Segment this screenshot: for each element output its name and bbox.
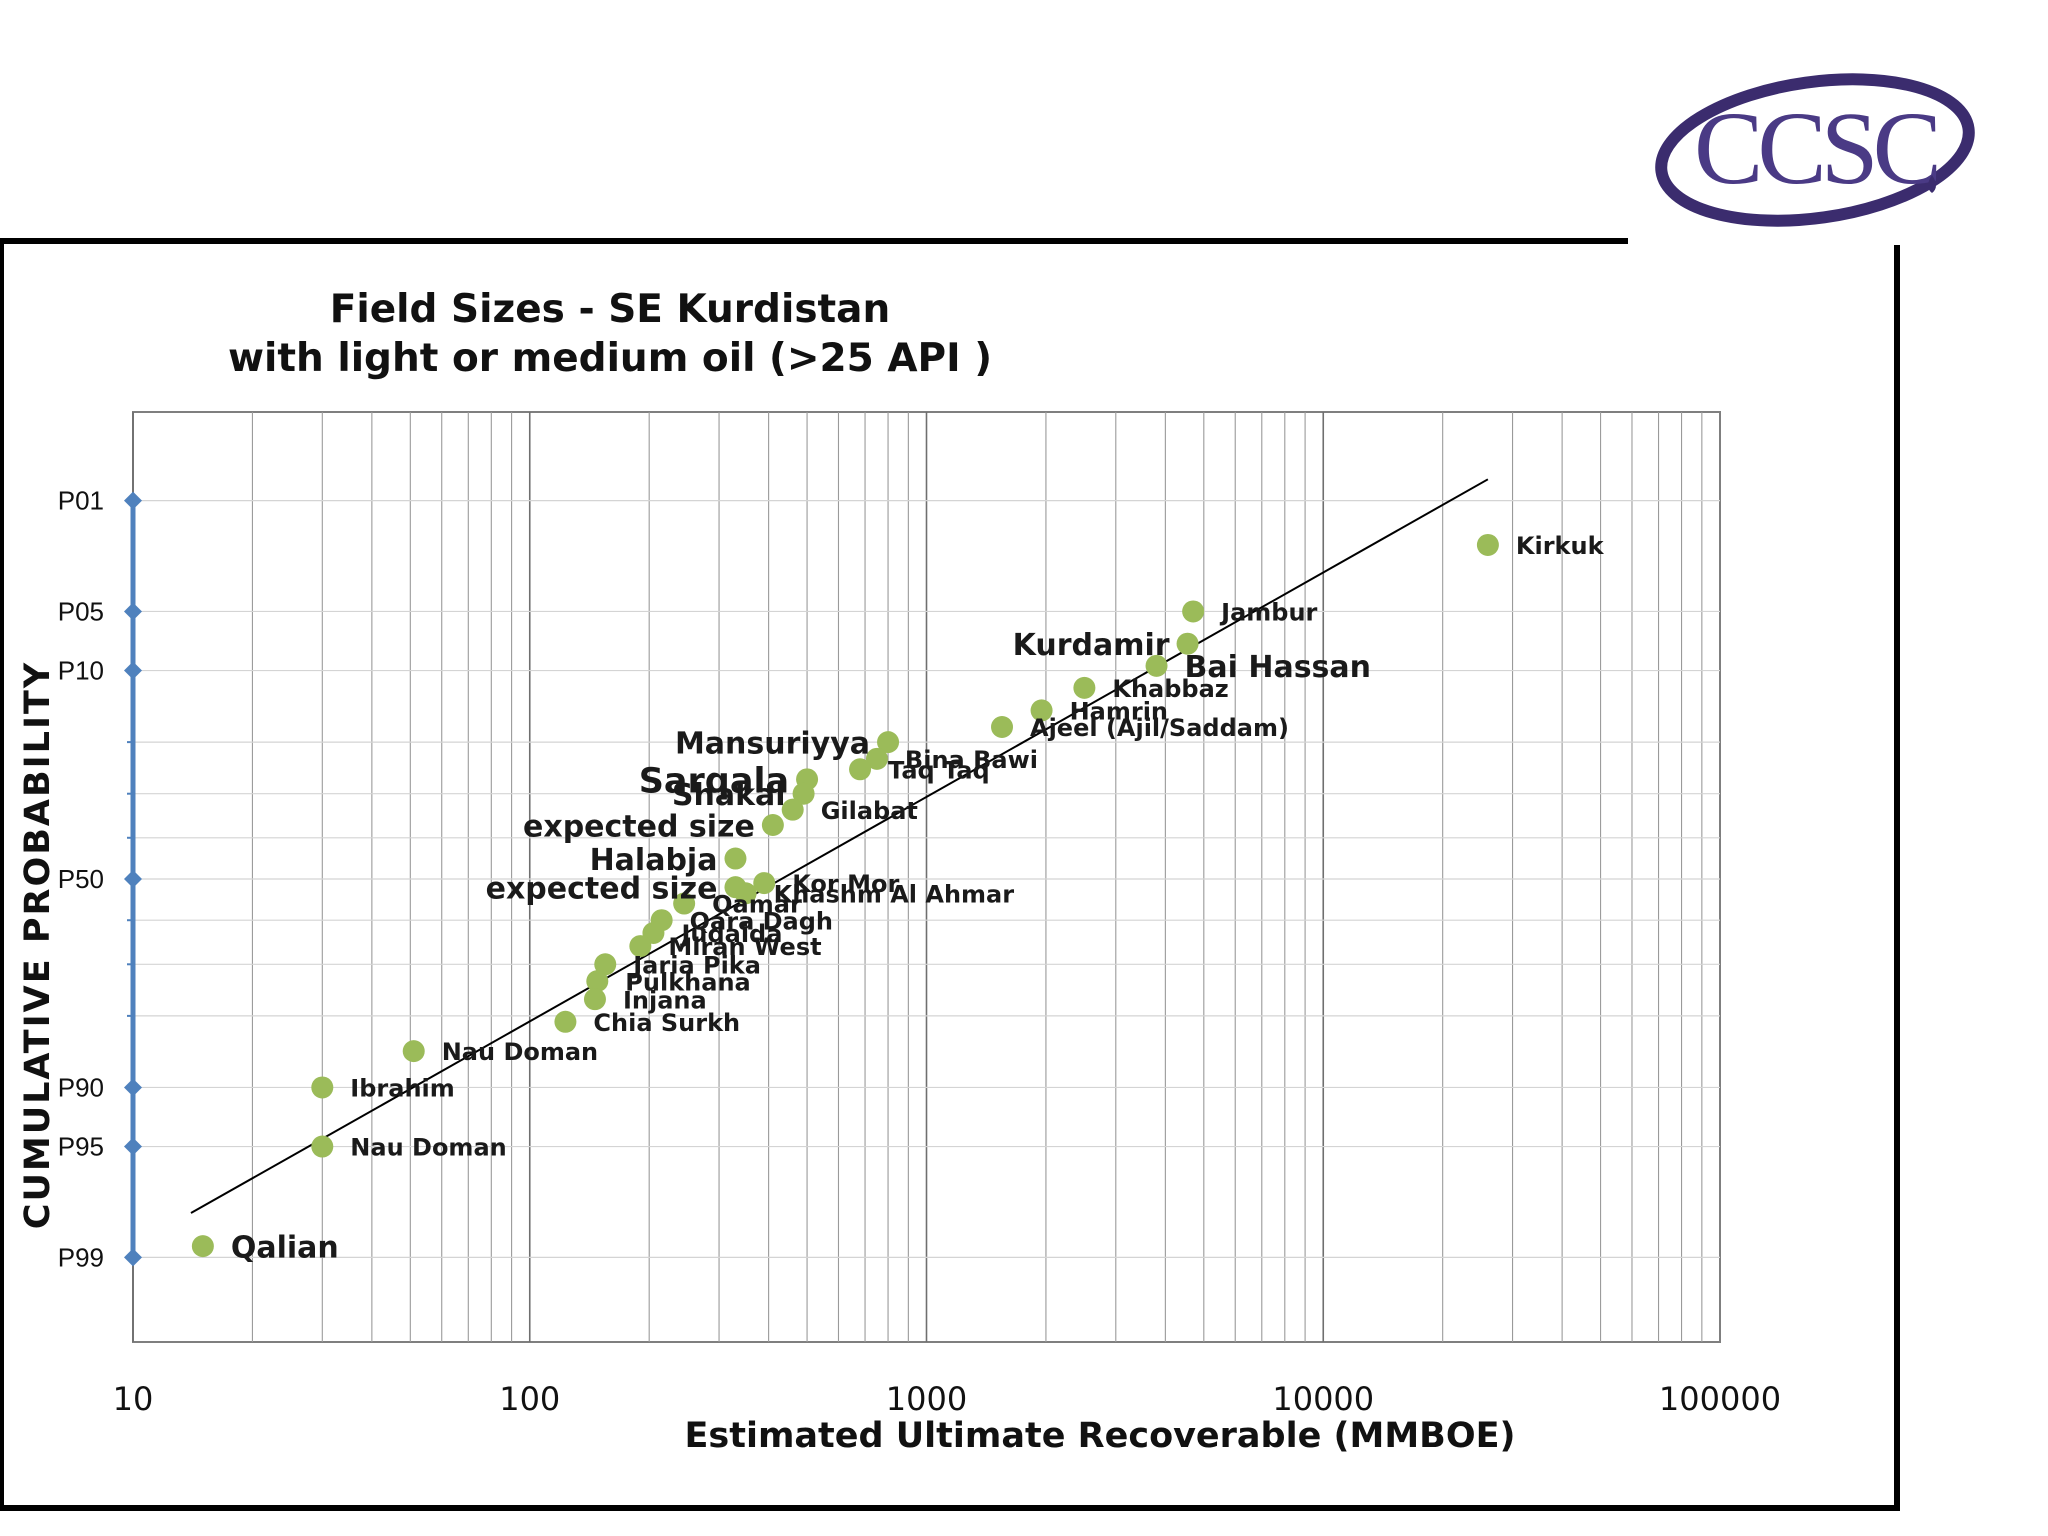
x-tick-label: 10 [113,1380,154,1418]
data-point [554,1010,577,1033]
point-label: Mansuriyya [675,727,870,762]
x-grid [132,412,1703,1342]
data-point [849,758,872,781]
data-point [629,935,652,958]
y-tick-label: P95 [58,1132,104,1162]
point-label: Bina Bawi [905,746,1038,774]
point-label: Khabbaz [1112,675,1228,703]
slide-frame-right [1894,245,1900,1511]
slide-frame-bottom [0,1505,1900,1511]
data-point [1145,654,1168,677]
data-point [583,988,606,1011]
point-label: Qara Dagh [690,907,833,935]
point-label: Khashm Al Ahmar [774,880,1015,908]
y-axis-diamond-marker [124,870,142,888]
point-label: Kurdamir [1013,628,1170,663]
data-point [877,731,900,754]
y-axis-diamond-marker [124,1248,142,1267]
data-point [991,715,1014,738]
point-label: Ajeel (Ajil/Saddam) [1030,714,1289,742]
y-tick-label: P01 [58,486,104,516]
point-label: Kirkuk [1516,532,1605,560]
y-tick-label: P90 [58,1072,104,1102]
x-tick-label: 100000 [1659,1380,1781,1418]
point-label: Injana [623,986,707,1014]
point-label: expected size [523,809,755,844]
point-label: Qamar [712,891,802,919]
y-tick-labels: P01 P05 P10 P50 P90 P95 P99 [58,486,104,1273]
point-label: Shakal [672,778,786,813]
data-point [1182,600,1205,623]
ccsc-logo: CCSC [1650,55,1980,245]
y-grid [133,500,1720,1258]
data-point [402,1040,425,1063]
x-tick-labels: 10 100 1000 10000 100000 [113,1380,1781,1418]
data-point [1030,699,1053,722]
point-label: Nau Doman [350,1134,506,1162]
y-tick-label: P10 [58,656,104,686]
y-tick-label: P99 [58,1242,104,1272]
y-axis-diamond-marker [124,1078,142,1097]
point-label: Bai Hassan [1185,650,1372,685]
y-axis-markers [124,491,142,1267]
y-axis-label: CUMULATIVE PROBABILITY [18,660,58,1230]
slide-frame-top [0,238,1628,244]
data-point [586,970,609,993]
y-tick-label: P50 [58,864,104,894]
point-label: Pulkhana [625,968,750,996]
data-point [781,798,804,821]
y-axis-diamond-marker [124,602,142,621]
data-point [753,872,776,895]
point-label: Judaida [679,920,782,948]
data-point [673,892,696,915]
data-point [311,1076,334,1099]
chart-title-line-1: Field Sizes - SE Kurdistan [329,287,891,332]
data-point [865,747,888,770]
point-labels: Kirkuk Jambur Kurdamir Bai HassanKhabbazHam… [231,532,1605,1265]
trend-line [190,478,1489,1214]
y-axis-diamond-marker [124,1137,142,1156]
chart-title-line-2: with light or medium oil (>25 API ) [227,336,993,381]
y-axis-diamond-marker [124,661,142,680]
point-label: expected size [486,872,718,907]
y-axis-diamond-marker [124,491,142,510]
data-point [724,847,747,870]
point-label: Taq Taq [888,756,990,784]
logo-swoosh [1655,73,1975,227]
point-label: Kor Mor [792,870,899,898]
data-point [1476,533,1499,556]
data-point [734,882,757,905]
point-label: Chia Surkh [593,1009,740,1037]
chart-title: Field Sizes - SE Kurdistan with light or… [150,285,1070,383]
point-label: Halabja [590,843,718,878]
slide-frame-left [0,238,4,1511]
point-label: Hamrin [1070,698,1168,726]
logo-drop-icon [1928,175,1936,193]
x-tick-label: 1000 [886,1380,967,1418]
y-tick-label: P05 [58,596,104,626]
point-label: Ibrahim [350,1075,454,1103]
data-point [1176,632,1199,655]
logo-text: CCSC [1694,91,1937,206]
point-label: Sarqala [639,762,789,802]
data-point [594,953,617,976]
data-point [1073,676,1096,699]
x-tick-label: 10000 [1272,1380,1374,1418]
point-label: Jaria Pika [631,951,761,979]
point-label: Qalian [231,1231,339,1266]
x-tick-label: 100 [499,1380,560,1418]
x-axis-label: Estimated Ultimate Recoverable (MMBOE) [684,1416,1516,1456]
data-point [311,1135,334,1158]
data-point [191,1235,214,1258]
point-label: Nau Doman [442,1038,598,1066]
point-label: Gilabat [821,797,918,825]
data-points [191,533,1499,1258]
data-point [761,814,784,837]
point-label: Jambur [1219,599,1317,627]
data-point [792,782,815,805]
point-label: Miran West [668,933,821,961]
